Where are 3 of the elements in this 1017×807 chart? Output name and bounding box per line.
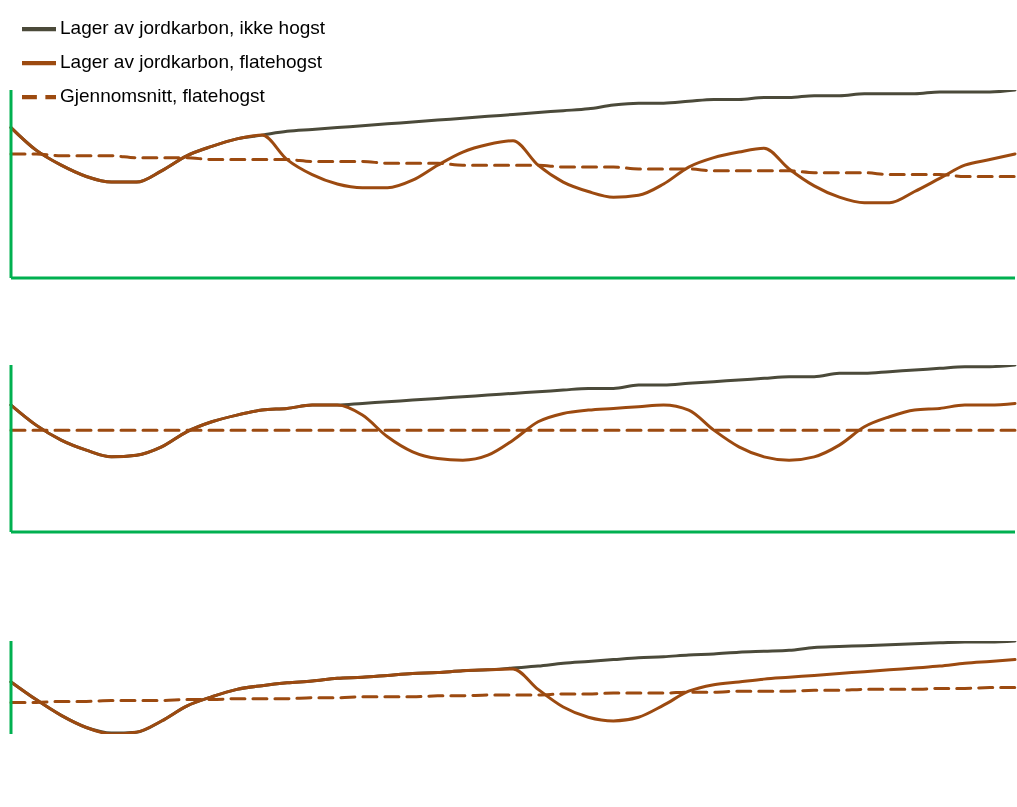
legend-label: Lager av jordkarbon, ikke hogst	[60, 17, 326, 39]
legend-label: Lager av jordkarbon, flatehogst	[60, 51, 322, 73]
legend-label: Gjennomsnitt, flatehogst	[60, 85, 265, 107]
